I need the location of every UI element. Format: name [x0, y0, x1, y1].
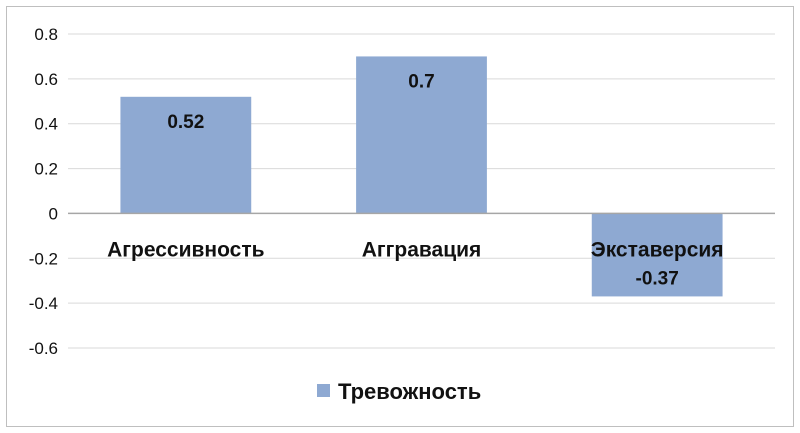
legend-label: Тревожность: [338, 379, 481, 404]
y-tick-label: -0.4: [29, 294, 58, 313]
y-tick-label: 0.4: [34, 115, 58, 134]
data-label: 0.7: [408, 71, 434, 92]
bar: [120, 96, 252, 214]
data-label: -0.37: [636, 268, 679, 289]
bar: [356, 56, 487, 214]
bars: [120, 56, 723, 297]
category-label: Аггравация: [362, 238, 482, 261]
y-tick-label: -0.6: [29, 339, 58, 358]
y-tick-label: 0.8: [34, 25, 58, 44]
data-label: 0.52: [167, 112, 204, 133]
labels: 0.8 0.6 0.4 0.2 0 -0.2 -0.4 -0.6 0.52 Агрессивнос…: [29, 25, 724, 358]
y-tick-label: 0.2: [34, 160, 58, 179]
bar: [591, 213, 723, 297]
y-tick-label: 0: [49, 204, 58, 223]
legend: Тревожность: [317, 379, 481, 404]
y-tick-label: -0.2: [29, 249, 58, 268]
legend-swatch: [317, 384, 330, 397]
category-label: Агрессивность: [107, 238, 265, 261]
category-label: Экставерсия: [591, 238, 724, 261]
gridlines: [68, 33, 775, 349]
y-tick-label: 0.6: [34, 70, 58, 89]
